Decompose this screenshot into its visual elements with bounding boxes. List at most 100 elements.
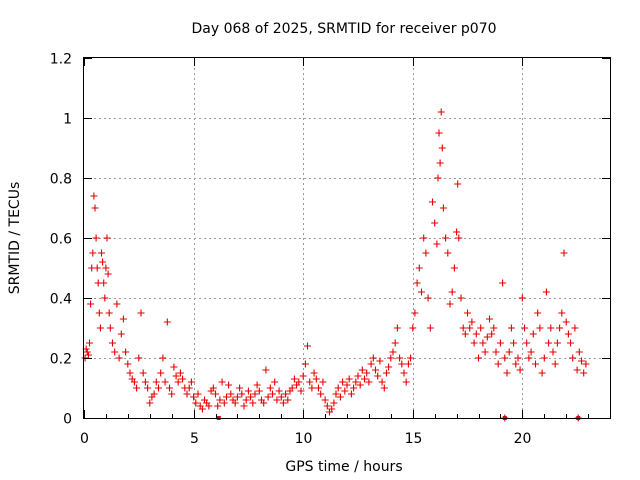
- data-point: [558, 309, 566, 317]
- data-point: [135, 354, 143, 362]
- data-point: [472, 330, 480, 338]
- data-point: [336, 393, 344, 401]
- data-point: [454, 180, 462, 188]
- data-point: [137, 309, 145, 317]
- data-point: [486, 315, 493, 323]
- data-point: [323, 402, 331, 410]
- data-point: [433, 240, 441, 248]
- data-point: [510, 339, 518, 347]
- data-point: [170, 363, 178, 371]
- data-point: [354, 372, 362, 380]
- data-point: [117, 330, 125, 338]
- data-point: [106, 324, 114, 332]
- data-point: [562, 318, 570, 326]
- data-point: [308, 384, 316, 392]
- data-point: [564, 330, 572, 338]
- data-point: [477, 324, 485, 332]
- data-point: [398, 360, 406, 368]
- data-point: [402, 378, 410, 386]
- data-point: [345, 375, 353, 383]
- data-point: [532, 360, 539, 368]
- data-point: [86, 339, 93, 347]
- y-tick-label: 0.6: [50, 232, 72, 248]
- data-point: [422, 249, 430, 257]
- data-point: [514, 354, 522, 362]
- data-point: [109, 339, 116, 347]
- data-point: [290, 375, 298, 383]
- data-point: [183, 390, 191, 398]
- data-point: [99, 258, 107, 266]
- data-point: [413, 279, 421, 287]
- data-point: [339, 378, 347, 386]
- y-tick-label: 0.4: [50, 292, 72, 308]
- data-point: [367, 360, 375, 368]
- chart-title: Day 068 of 2025, SRMTID for receiver p07…: [191, 21, 496, 37]
- data-point: [152, 378, 160, 386]
- data-point: [347, 390, 355, 398]
- data-point: [216, 396, 224, 404]
- data-point: [194, 390, 202, 398]
- data-point: [157, 369, 165, 377]
- data-point: [429, 198, 436, 206]
- data-point: [187, 378, 195, 386]
- data-point: [249, 399, 257, 407]
- data-point: [556, 324, 564, 332]
- data-point: [273, 396, 281, 404]
- data-point: [352, 378, 360, 386]
- data-point: [492, 348, 500, 356]
- data-point: [330, 399, 338, 407]
- data-point: [553, 339, 561, 347]
- data-point: [166, 384, 173, 392]
- data-point: [363, 369, 371, 377]
- data-point: [365, 378, 373, 386]
- data-point: [100, 279, 108, 287]
- data-point: [295, 378, 303, 386]
- data-point: [437, 108, 445, 116]
- data-point: [545, 339, 553, 347]
- data-point: [488, 330, 496, 338]
- data-point: [220, 399, 228, 407]
- data-point: [578, 357, 585, 365]
- data-point: [525, 354, 533, 362]
- data-point: [374, 372, 382, 380]
- data-point: [315, 384, 322, 392]
- data-point: [516, 366, 524, 374]
- data-point: [411, 309, 419, 317]
- data-point: [464, 309, 471, 317]
- data-point: [350, 384, 358, 392]
- data-point: [179, 375, 187, 383]
- data-point: [269, 390, 276, 398]
- data-point: [238, 390, 246, 398]
- data-point: [334, 384, 342, 392]
- data-point: [540, 354, 548, 362]
- data-point: [218, 378, 226, 386]
- data-point: [580, 369, 588, 377]
- data-point: [387, 354, 395, 362]
- data-point: [567, 339, 574, 347]
- data-point: [317, 390, 325, 398]
- data-point: [233, 393, 241, 401]
- data-point: [505, 348, 513, 356]
- data-point: [453, 228, 461, 236]
- data-point: [159, 354, 167, 362]
- data-point: [115, 354, 123, 362]
- plot-frame: [83, 57, 611, 419]
- data-point: [372, 366, 379, 374]
- data-point: [102, 264, 110, 272]
- data-point: [89, 249, 97, 257]
- data-point: [253, 381, 261, 389]
- data-point: [236, 384, 244, 392]
- data-point: [571, 324, 579, 332]
- x-axis-label: GPS time / hours: [285, 459, 402, 475]
- data-point: [521, 324, 528, 332]
- data-point: [457, 294, 465, 302]
- data-point: [501, 354, 509, 362]
- data-point: [124, 360, 132, 368]
- data-point: [101, 294, 109, 302]
- data-point: [393, 324, 401, 332]
- data-point: [139, 369, 147, 377]
- data-point: [391, 339, 399, 347]
- data-point: [434, 174, 442, 182]
- data-point: [176, 369, 184, 377]
- data-point: [174, 378, 182, 386]
